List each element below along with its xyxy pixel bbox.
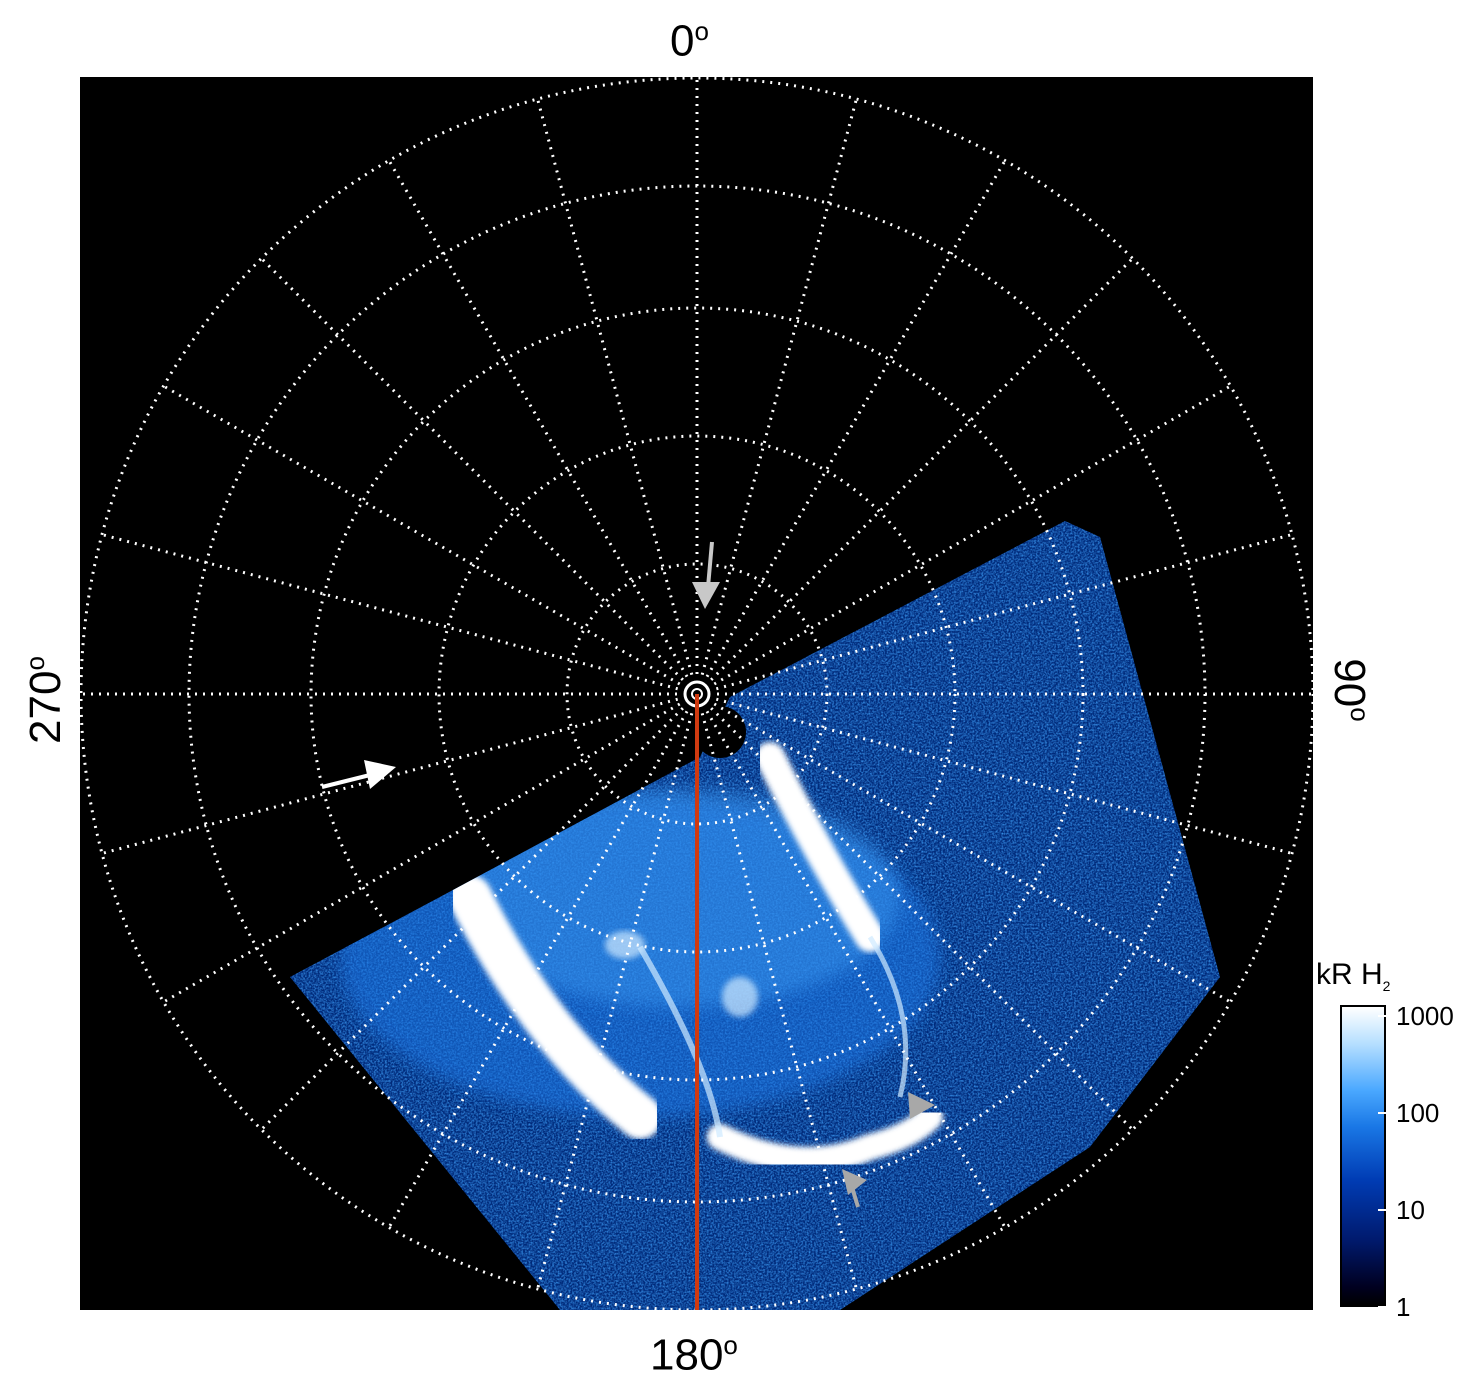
longitude-spoke (700, 712, 858, 1290)
longitude-grid (81, 78, 1313, 1310)
longitude-spoke (713, 702, 1232, 1004)
longitude-spoke (260, 707, 684, 1131)
colorbar (1340, 1005, 1386, 1307)
arrow-gray-right (908, 1092, 935, 1119)
longitude-spoke (715, 697, 1293, 855)
colorbar-tick-mark (1378, 1112, 1386, 1115)
polar-plot (80, 77, 1313, 1310)
colorbar-title: kR H2 (1316, 958, 1391, 994)
longitude-spoke (101, 533, 679, 691)
angle-label-90: 90o (1325, 658, 1375, 722)
colorbar-tick-label: 1000 (1396, 1001, 1454, 1032)
arrow-top (692, 541, 720, 609)
colorbar-tick-mark (1378, 1015, 1386, 1018)
longitude-spoke (700, 98, 858, 676)
longitude-spoke (536, 98, 694, 676)
longitude-spoke (715, 533, 1293, 691)
angle-label-270: 270o (20, 656, 70, 744)
arrow-left (321, 760, 396, 789)
angle-label-180: 180o (650, 1330, 738, 1380)
polar-projection-image (80, 77, 1313, 1310)
angle-label-0: 0o (670, 16, 709, 66)
longitude-spoke (710, 707, 1134, 1131)
longitude-spoke (705, 710, 1007, 1229)
longitude-spoke (101, 697, 679, 855)
colorbar-tick-mark (1378, 1209, 1386, 1212)
longitude-spoke (705, 159, 1007, 678)
longitude-spoke (162, 384, 681, 686)
colorbar-tick-label: 1 (1396, 1292, 1411, 1322)
longitude-spoke (710, 257, 1134, 681)
colorbar-tick-label: 100 (1396, 1098, 1440, 1129)
longitude-spoke (260, 257, 684, 681)
longitude-spoke (713, 384, 1232, 686)
colorbar-tick-label: 10 (1396, 1195, 1425, 1226)
longitude-spoke (162, 702, 681, 1004)
colorbar-tick-mark (1378, 1306, 1386, 1308)
arrow-gray-bottom (842, 1169, 867, 1208)
longitude-spoke (387, 710, 689, 1229)
longitude-spoke (536, 712, 694, 1290)
longitude-spoke (387, 159, 689, 678)
